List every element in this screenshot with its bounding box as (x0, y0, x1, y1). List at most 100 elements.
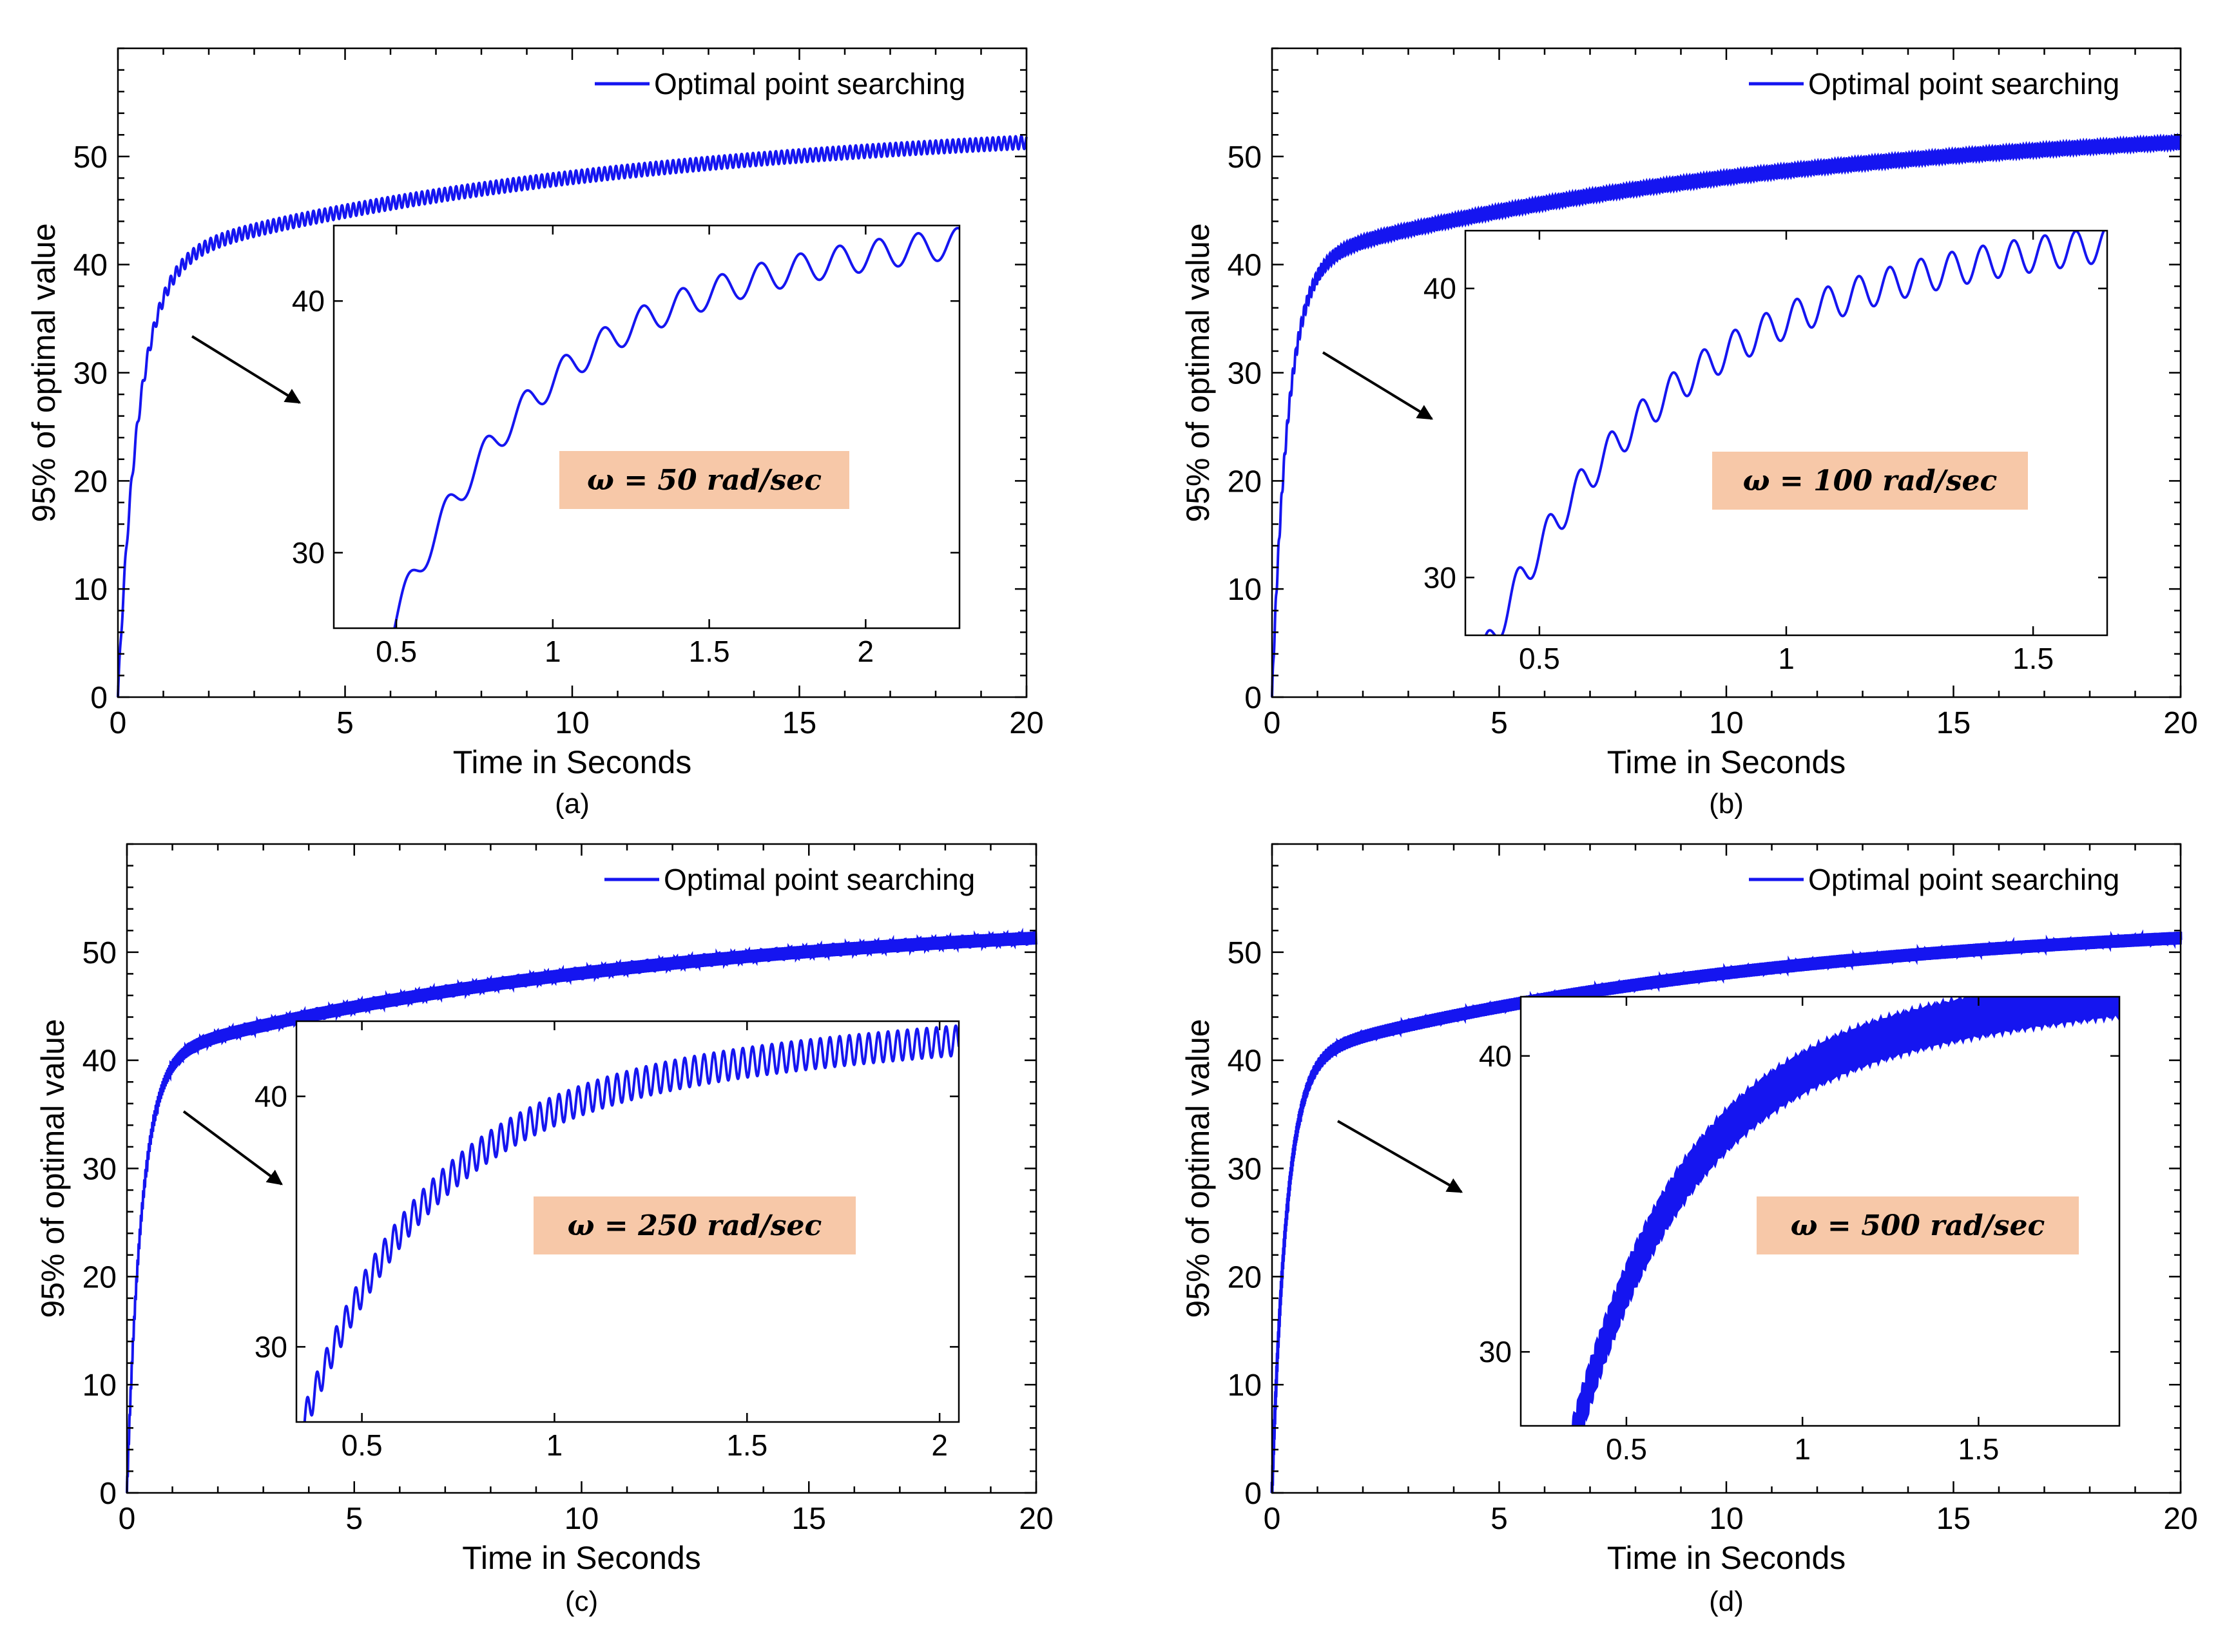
x-tick-label: 10 (1709, 706, 1743, 740)
zoom-arrow (182, 1110, 283, 1186)
omega-annotation-text: ω = 100 rad/sec (1743, 465, 1998, 497)
y-tick-label: 50 (1228, 140, 1262, 175)
inset-x-tick-label: 0.5 (1606, 1432, 1647, 1466)
legend: Optimal point searching (1749, 863, 2119, 896)
inset: 0.5 1 1.5 2 30 40 ω = 250 rad/sec (255, 1020, 960, 1462)
inset-frame (333, 224, 961, 629)
omega-annotation-box (1712, 452, 2028, 510)
inset-x-tick-label: 0.5 (342, 1428, 383, 1462)
x-tick-label: 15 (782, 706, 816, 740)
x-tick-label: 20 (1009, 706, 1043, 740)
inset-background (334, 226, 960, 628)
y-tick-label: 10 (1228, 1369, 1262, 1403)
omega-annotation-box (559, 451, 849, 509)
panel-4: 0 5 10 15 20 0 10 20 30 40 50 Time in Seconds 95% of… (1180, 843, 2198, 1617)
x-tick-label: 5 (1490, 1502, 1508, 1536)
series-line-optimal-point-searching (126, 927, 1037, 1494)
legend: Optimal point searching (595, 67, 965, 101)
zoom-arrow (1337, 1120, 1463, 1193)
x-tick-label: 5 (336, 706, 354, 740)
x-tick-label: 20 (1019, 1502, 1053, 1536)
y-tick-label: 20 (1228, 465, 1262, 499)
y-tick-label: 30 (1228, 357, 1262, 391)
inset-x-tick-label: 1.5 (689, 635, 730, 668)
panel-caption: (b) (1709, 788, 1744, 820)
y-tick-label: 10 (1228, 573, 1262, 607)
x-axis-label: Time in Seconds (1607, 744, 1846, 780)
x-axis-label: Time in Seconds (462, 1540, 701, 1576)
x-tick-label: 0 (119, 1502, 136, 1536)
y-tick-label: 30 (73, 357, 108, 391)
y-tick-label: 40 (1228, 249, 1262, 283)
panel-caption: (c) (565, 1586, 598, 1617)
y-axis-label: 95% of optimal value (1180, 223, 1216, 522)
y-tick-label: 10 (82, 1369, 117, 1403)
x-tick-label: 5 (1490, 706, 1508, 740)
inset: 0.5 1 1.5 30 40 ω = 100 rad/sec (1423, 229, 2108, 675)
x-tick-label: 20 (2163, 1502, 2197, 1536)
inset-background (1465, 231, 2107, 635)
legend-label: Optimal point searching (664, 863, 975, 896)
legend-label: Optimal point searching (1808, 863, 2119, 896)
series-line-optimal-point-searching (1270, 929, 2183, 1494)
legend: Optimal point searching (604, 863, 975, 896)
inset-x-tick-label: 1.5 (726, 1428, 767, 1462)
inset-x-tick-label: 0.5 (376, 635, 417, 668)
inset-frame (295, 1020, 960, 1423)
legend: Optimal point searching (1749, 67, 2119, 101)
inset-series-line (1571, 997, 2119, 1426)
x-tick-label: 0 (1264, 706, 1281, 740)
inset-y-tick-label: 30 (292, 536, 325, 570)
zoom-arrow (1322, 351, 1434, 420)
y-tick-label: 20 (73, 465, 108, 499)
inset-x-tick-label: 1 (1778, 642, 1795, 675)
inset-y-tick-label: 30 (255, 1330, 287, 1363)
x-tick-label: 5 (345, 1502, 363, 1536)
y-tick-label: 50 (1228, 936, 1262, 970)
panel-caption: (d) (1709, 1586, 1744, 1617)
inset-y-tick-label: 40 (255, 1080, 287, 1113)
y-tick-label: 50 (73, 140, 108, 175)
omega-annotation: ω = 500 rad/sec (1757, 1196, 2079, 1254)
series-line-optimal-point-searching (1271, 132, 2182, 698)
y-tick-label: 20 (1228, 1260, 1262, 1294)
omega-annotation-text: ω = 250 rad/sec (568, 1209, 822, 1242)
x-tick-label: 0 (110, 706, 127, 740)
omega-annotation: ω = 50 rad/sec (559, 451, 849, 509)
omega-annotation-text: ω = 50 rad/sec (587, 464, 822, 497)
x-tick-label: 10 (555, 706, 589, 740)
panel-caption: (a) (555, 788, 590, 820)
y-tick-label: 40 (73, 249, 108, 283)
x-tick-label: 20 (2163, 706, 2197, 740)
y-tick-label: 40 (1228, 1044, 1262, 1079)
omega-annotation-box (1757, 1196, 2079, 1254)
x-axis-label: Time in Seconds (453, 744, 692, 780)
y-tick-label: 20 (82, 1260, 117, 1294)
inset-x-tick-label: 1.5 (1958, 1432, 1999, 1466)
x-tick-label: 15 (792, 1502, 826, 1536)
x-tick-label: 0 (1264, 1502, 1281, 1536)
omega-annotation: ω = 100 rad/sec (1712, 452, 2028, 510)
inset-x-tick-label: 1 (545, 635, 561, 668)
inset-y-tick-label: 30 (1423, 561, 1456, 594)
x-axis-label: Time in Seconds (1607, 1540, 1846, 1576)
inset-x-tick-label: 2 (858, 635, 874, 668)
inset-y-tick-label: 40 (1479, 1039, 1512, 1073)
y-tick-label: 0 (99, 1477, 117, 1511)
inset-frame (1519, 995, 2121, 1427)
inset-y-tick-label: 40 (292, 284, 325, 318)
y-tick-label: 30 (1228, 1153, 1262, 1187)
inset: 0.5 1 1.5 2 30 40 ω = 50 rad/sec (292, 224, 961, 668)
inset-series-line (1484, 231, 2106, 635)
y-tick-label: 0 (1244, 1477, 1262, 1511)
y-tick-label: 0 (1244, 681, 1262, 715)
x-tick-label: 10 (564, 1502, 599, 1536)
y-axis-label: 95% of optimal value (1180, 1019, 1216, 1318)
inset: 0.5 1 1.5 30 40 ω = 500 rad/sec (1479, 995, 2121, 1466)
x-tick-label: 10 (1709, 1502, 1743, 1536)
x-tick-label: 15 (1936, 1502, 1971, 1536)
omega-annotation: ω = 250 rad/sec (534, 1196, 856, 1254)
inset-series-line (393, 227, 960, 628)
legend-label: Optimal point searching (654, 67, 965, 101)
